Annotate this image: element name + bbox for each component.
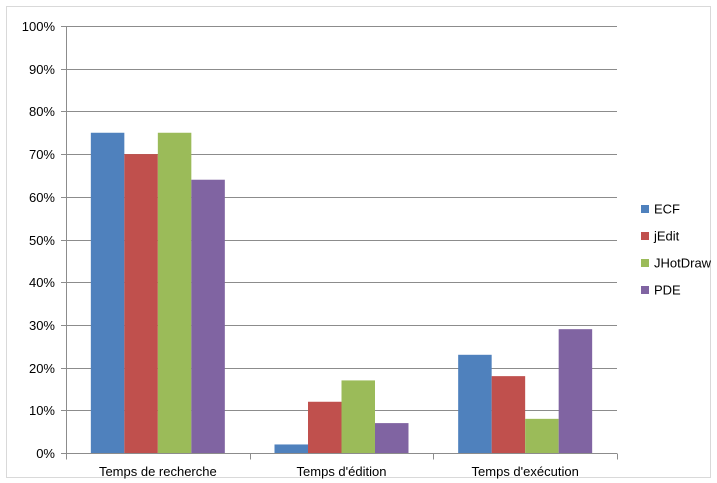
legend-label: PDE bbox=[654, 283, 681, 298]
y-tick-label: 30% bbox=[29, 318, 55, 333]
legend-label: JHotDraw bbox=[654, 256, 712, 271]
bar-jhotdraw bbox=[525, 418, 559, 453]
legend-swatch bbox=[641, 286, 649, 294]
bar-pde bbox=[191, 179, 225, 453]
x-category-label: Temps d'édition bbox=[297, 464, 387, 479]
x-category-label: Temps d'exécution bbox=[472, 464, 579, 479]
bars bbox=[90, 132, 593, 453]
bar-jedit bbox=[124, 154, 158, 453]
y-tick-label: 80% bbox=[29, 104, 55, 119]
bar-pde bbox=[558, 329, 593, 453]
category-labels: Temps de recherche Temps d'édition Temps d… bbox=[99, 464, 579, 479]
legend-swatch bbox=[641, 205, 649, 213]
y-tick-label: 0% bbox=[36, 446, 55, 461]
bar-ecf bbox=[458, 354, 492, 453]
y-tick-label: 60% bbox=[29, 190, 55, 205]
legend-swatch bbox=[641, 259, 649, 267]
bar-jhotdraw bbox=[157, 132, 192, 453]
legend: ECF jEdit JHotDraw PDE bbox=[641, 202, 712, 298]
bar-jedit bbox=[491, 376, 526, 453]
y-tick-label: 40% bbox=[29, 275, 55, 290]
y-tick-label: 100% bbox=[22, 19, 56, 34]
y-tick-label: 90% bbox=[29, 62, 55, 77]
y-tick-label: 50% bbox=[29, 233, 55, 248]
y-tick-label: 20% bbox=[29, 361, 55, 376]
bar-ecf bbox=[90, 132, 125, 453]
legend-swatch bbox=[641, 232, 649, 240]
legend-label: jEdit bbox=[653, 229, 680, 244]
x-axis bbox=[61, 26, 618, 460]
x-category-label: Temps de recherche bbox=[99, 464, 217, 479]
y-tick-label: 10% bbox=[29, 403, 55, 418]
y-axis-tick-labels: 0% 10% 20% 30% 40% 50% 60% 70% 80% 90% 100% bbox=[22, 19, 56, 461]
bar-jhotdraw bbox=[341, 380, 375, 453]
y-tick-label: 70% bbox=[29, 147, 55, 162]
bar-pde bbox=[375, 423, 409, 453]
legend-label: ECF bbox=[654, 202, 680, 217]
bar-jedit bbox=[308, 401, 342, 453]
bar-ecf bbox=[274, 444, 308, 453]
